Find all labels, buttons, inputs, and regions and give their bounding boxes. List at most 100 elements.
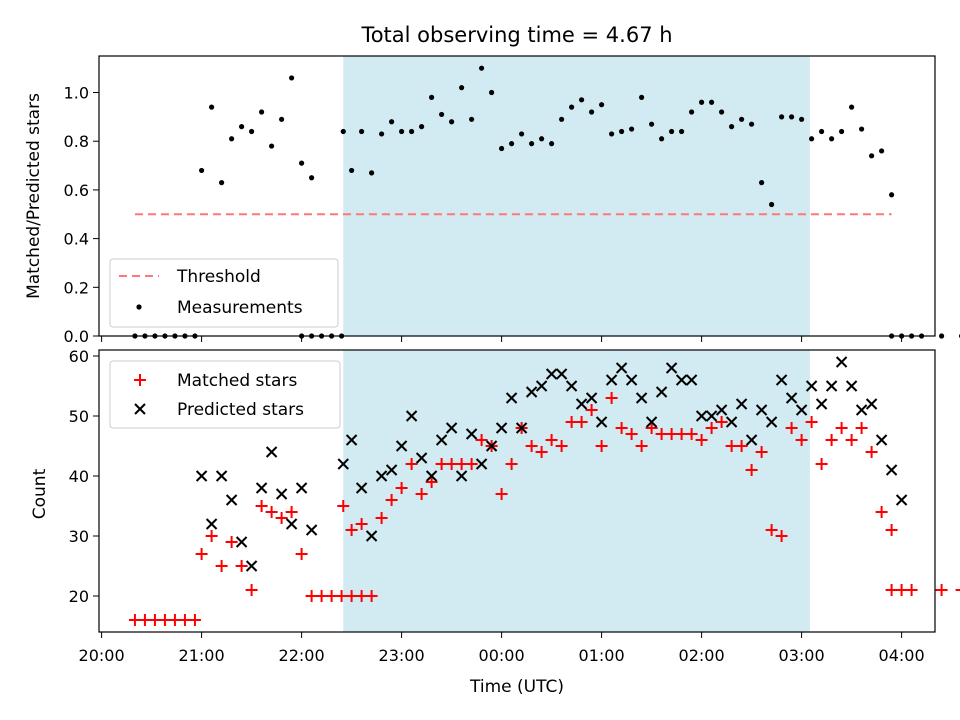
matched-stars-point [705, 422, 718, 434]
top-y-tick-label: 0.6 [64, 181, 89, 200]
matched-stars-point [535, 446, 548, 458]
predicted-stars-point [215, 470, 228, 482]
matched-stars-point [205, 530, 218, 542]
top-y-ticks: 0.0 0.2 0.4 0.6 0.8 1.0 [64, 84, 99, 346]
measurements-point [629, 126, 635, 132]
bottom-x-ticks: 20:00 21:00 22:00 23:00 00:00 01:00 02:00 03:00… [79, 632, 925, 665]
measurements-point [389, 119, 395, 125]
measurements-point [879, 148, 885, 154]
measurements-point [209, 104, 215, 110]
bottom-x-tick-label: 23:00 [379, 646, 425, 665]
measurements-point [689, 109, 695, 115]
matched-stars-point [195, 548, 208, 560]
top-legend-box [109, 258, 339, 328]
predicted-stars-point [825, 380, 838, 392]
matched-stars-point [505, 458, 518, 470]
top-y-tick-label: 1.0 [64, 84, 89, 103]
measurements-point [199, 167, 205, 174]
measurements-point [489, 89, 495, 96]
matched-stars-point [615, 422, 628, 434]
predicted-stars-point [475, 458, 488, 470]
bottom-legend-box [109, 360, 341, 429]
bottom-y-ticks: 20 30 40 50 60 [69, 347, 99, 606]
predicted-stars-point [415, 452, 428, 464]
predicted-stars-point [545, 368, 558, 380]
measurements-point [289, 75, 295, 81]
matched-stars-point [575, 416, 588, 428]
matched-stars-point [745, 464, 758, 476]
predicted-stars-point [855, 404, 868, 416]
matched-stars-point [285, 506, 298, 518]
measurements-point [619, 128, 625, 135]
bottom-x-tick-label: 04:00 [879, 646, 925, 665]
measurements-point [439, 111, 445, 118]
legend-measurements-label: Measurements [177, 298, 303, 318]
predicted-stars-point [835, 356, 848, 368]
top-axes-frame [98, 55, 936, 337]
legend-matched-label: Matched stars [177, 371, 297, 391]
measurements-point [229, 136, 235, 142]
matched-stars-point [595, 440, 608, 452]
matched-stars-point [395, 482, 408, 494]
bottom-x-tick-label: 03:00 [779, 646, 825, 665]
predicted-stars-point [615, 362, 628, 374]
predicted-stars-point [585, 392, 598, 404]
top-y-tick-label: 0.8 [64, 132, 89, 151]
top-highlight-span [343, 56, 810, 336]
bottom-y-tick-label: 60 [69, 347, 89, 366]
matched-stars-point [555, 440, 568, 452]
matched-stars-point [865, 446, 878, 458]
measurements-point [669, 128, 675, 135]
measurements-point [749, 121, 755, 127]
measurements-point [379, 131, 385, 137]
measurements-point [719, 109, 725, 115]
legend-matched-swatch [134, 374, 146, 386]
measurements-point [359, 128, 365, 135]
predicted-stars-point [885, 464, 898, 476]
predicted-stars-point [365, 530, 378, 542]
bottom-legend: Matched stars Predicted stars [109, 360, 341, 429]
measurements-point [459, 85, 465, 91]
matched-stars-point [585, 404, 598, 416]
matched-stars-point [875, 506, 888, 518]
measurements-point [219, 180, 225, 186]
matched-stars-point [495, 488, 508, 500]
matched-stars-point [188, 614, 201, 626]
bottom-x-tick-label: 02:00 [679, 646, 725, 665]
measurements-point [249, 128, 255, 135]
matched-stars-point [465, 458, 478, 470]
matched-stars-point [225, 536, 238, 548]
predicted-stars-point [675, 374, 688, 386]
bottom-y-tick-label: 50 [69, 407, 89, 426]
predicted-stars-point [375, 470, 388, 482]
predicted-stars-point [525, 386, 538, 398]
top-data-marks [132, 65, 960, 339]
top-y-tick-label: 0.0 [64, 327, 89, 346]
legend-measurements-swatch [136, 304, 142, 310]
predicted-stars-point [805, 380, 818, 392]
bottom-highlight-span [343, 350, 810, 632]
matched-stars-point [215, 560, 228, 572]
legend-predicted-swatch [134, 403, 146, 415]
predicted-stars-point [725, 416, 738, 428]
measurements-point [239, 124, 245, 130]
measurements-point [889, 192, 895, 198]
predicted-stars-point [355, 482, 368, 494]
measurements-point [539, 136, 545, 142]
measurements-point [839, 128, 845, 135]
measurements-point [799, 116, 805, 122]
predicted-stars-point [205, 518, 218, 530]
matched-stars-point [855, 422, 868, 434]
matched-stars-point [405, 458, 418, 470]
measurements-point [649, 121, 655, 127]
matched-stars-point [905, 584, 918, 596]
matched-stars-point [375, 512, 388, 524]
top-x-ticks [101, 336, 903, 342]
measurements-point [419, 124, 425, 130]
matched-stars-point [635, 440, 648, 452]
matched-stars-point [805, 416, 818, 428]
measurements-point [409, 128, 415, 135]
predicted-stars-point [275, 488, 288, 500]
predicted-stars-point [685, 374, 698, 386]
bottom-x-tick-label: 21:00 [179, 646, 225, 665]
